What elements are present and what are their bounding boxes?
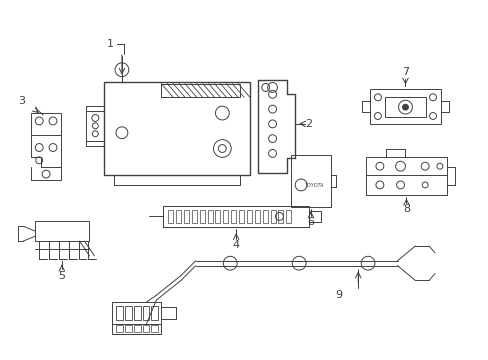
- Bar: [151, 325, 158, 332]
- Bar: [291, 156, 330, 207]
- Text: 1: 1: [106, 39, 113, 49]
- Bar: [176, 210, 181, 223]
- Bar: [254, 210, 259, 223]
- Text: 2: 2: [305, 119, 312, 129]
- Bar: [262, 210, 267, 223]
- Bar: [191, 210, 196, 223]
- Bar: [286, 210, 291, 223]
- Bar: [116, 325, 122, 332]
- Bar: [124, 325, 131, 332]
- Bar: [215, 210, 220, 223]
- Bar: [369, 89, 440, 124]
- Bar: [31, 113, 61, 135]
- Bar: [124, 306, 131, 320]
- Bar: [151, 306, 158, 320]
- Bar: [104, 82, 249, 175]
- Bar: [183, 210, 188, 223]
- Text: 4: 4: [232, 240, 239, 250]
- Bar: [207, 210, 212, 223]
- Bar: [366, 157, 446, 195]
- Bar: [133, 325, 141, 332]
- Text: 5: 5: [58, 270, 65, 280]
- Bar: [163, 206, 308, 227]
- Circle shape: [402, 104, 407, 110]
- Bar: [112, 324, 161, 334]
- Bar: [223, 210, 228, 223]
- Bar: [35, 221, 89, 241]
- Text: 7: 7: [401, 67, 408, 77]
- Bar: [270, 210, 275, 223]
- Text: 6: 6: [307, 217, 314, 227]
- Bar: [239, 210, 244, 223]
- Text: TOYOTA: TOYOTA: [305, 183, 324, 188]
- Bar: [231, 210, 236, 223]
- Bar: [199, 210, 204, 223]
- Bar: [168, 210, 173, 223]
- Bar: [278, 210, 283, 223]
- Bar: [112, 302, 161, 324]
- Text: 8: 8: [402, 203, 409, 213]
- Bar: [116, 306, 122, 320]
- Bar: [246, 210, 251, 223]
- Bar: [133, 306, 141, 320]
- Bar: [142, 325, 149, 332]
- Text: 3: 3: [18, 96, 25, 106]
- Text: 9: 9: [334, 290, 342, 300]
- Bar: [384, 97, 425, 117]
- Bar: [142, 306, 149, 320]
- Bar: [308, 211, 320, 222]
